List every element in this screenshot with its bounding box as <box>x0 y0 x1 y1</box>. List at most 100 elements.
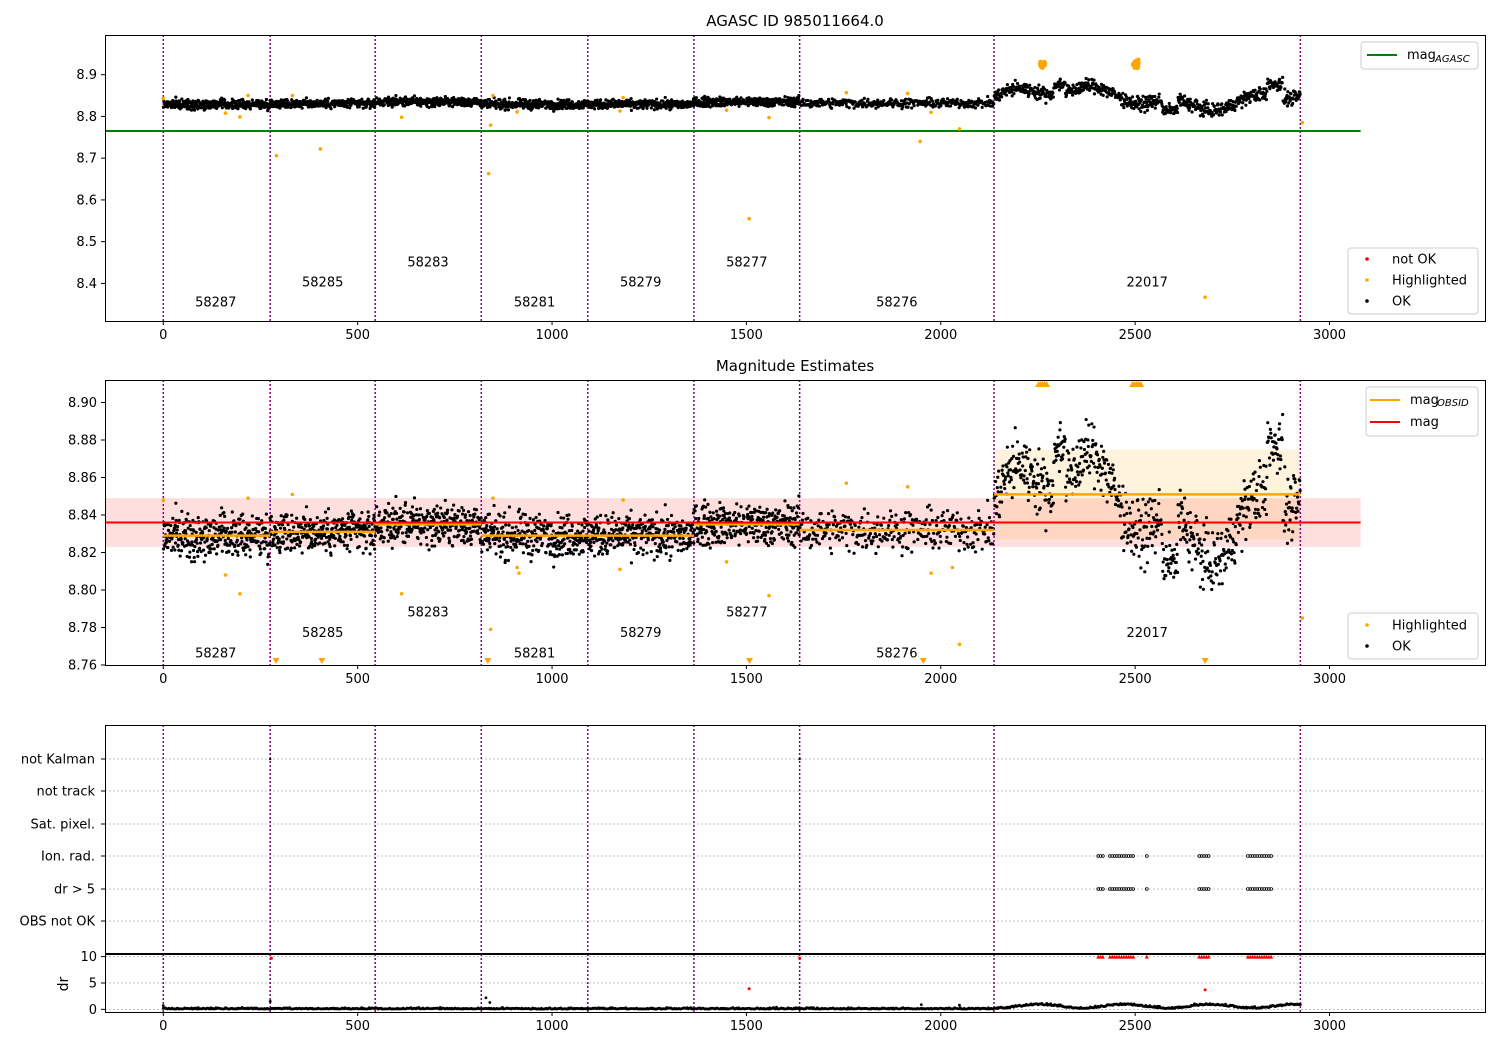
estimates-ok-point <box>445 518 449 522</box>
estimates-ok-point <box>245 538 249 542</box>
agasc-ok-point <box>1000 95 1004 99</box>
estimates-ok-point <box>200 531 205 535</box>
agasc-ok-point <box>1286 90 1290 94</box>
agasc-ok-point <box>349 103 353 107</box>
agasc-obsid-label: 58277 <box>726 255 767 270</box>
agasc-ok-point <box>876 98 880 102</box>
estimates-ok-point <box>341 540 345 544</box>
estimates-ok-point <box>438 537 442 541</box>
estimates-ok-point <box>275 546 279 550</box>
estimates-ok-point <box>632 547 636 552</box>
estimates-ok-point <box>330 526 334 531</box>
estimates-ok-point <box>528 516 532 521</box>
estimates-ok-point <box>514 545 519 549</box>
estimates-ok-point <box>267 552 271 556</box>
agasc-ok-point <box>427 105 431 110</box>
agasc-ok-point <box>817 104 822 108</box>
agasc-ok-point <box>220 106 224 110</box>
estimates-ok-point <box>175 528 179 532</box>
estimates-ok-point <box>266 562 270 566</box>
estimates-ok-point <box>750 517 755 522</box>
estimates-ok-point <box>737 543 741 547</box>
estimates-ok-point <box>442 534 446 538</box>
estimates-ok-point <box>527 544 531 548</box>
estimates-ok-point <box>183 537 187 541</box>
agasc-highlighted-point <box>724 108 729 112</box>
estimates-ok-point <box>765 507 769 511</box>
agasc-ok-point <box>1143 110 1147 114</box>
estimates-ok-point <box>420 513 424 517</box>
agasc-legend-upper: mag AGASC <box>1360 41 1479 70</box>
estimates-ok-point <box>552 565 556 569</box>
estimates-ok-point <box>192 555 196 560</box>
estimates-ok-point <box>639 546 643 550</box>
estimates-ok-point <box>474 508 479 512</box>
estimates-ok-point <box>455 514 460 518</box>
agasc-legend-swatch <box>1365 257 1369 261</box>
estimates-ok-point <box>772 538 776 542</box>
estimates-ok-point <box>582 539 586 543</box>
estimates-ok-point <box>373 547 377 551</box>
estimates-ok-point <box>742 515 746 519</box>
agasc-ok-point <box>315 98 319 102</box>
estimates-ok-point <box>692 541 696 545</box>
agasc-ok-point <box>1281 75 1285 79</box>
agasc-obsid-label: 58283 <box>407 255 448 270</box>
agasc-highlighted-point <box>1038 64 1043 69</box>
estimates-ok-point <box>387 501 391 506</box>
estimates-ok-point <box>302 527 306 531</box>
agasc-ytick-label: 8.9 <box>76 68 97 83</box>
estimates-ok-point <box>531 548 535 553</box>
estimates-ok-point <box>250 514 254 518</box>
estimates-ok-point <box>611 539 615 543</box>
estimates-ok-point <box>216 543 220 547</box>
agasc-ok-point <box>1277 77 1282 82</box>
estimates-ok-point <box>663 503 667 507</box>
agasc-ok-point <box>1015 81 1020 86</box>
estimates-ok-point <box>463 513 468 517</box>
estimates-ok-point <box>763 537 767 542</box>
estimates-ok-point <box>758 505 762 509</box>
agasc-ok-point <box>797 93 801 98</box>
estimates-ok-point <box>557 544 561 548</box>
estimates-ok-point <box>451 544 455 548</box>
estimates-ok-point <box>411 517 415 521</box>
estimates-ok-point <box>372 513 376 517</box>
estimates-ok-point <box>310 539 314 544</box>
estimates-ok-point <box>718 500 722 505</box>
estimates-ok-point <box>227 550 231 554</box>
estimates-ok-point <box>624 523 628 527</box>
agasc-ok-point <box>1070 93 1075 97</box>
estimates-ok-point <box>764 525 768 529</box>
estimates-ok-point <box>203 553 208 557</box>
estimates-ok-point <box>161 547 166 551</box>
agasc-ok-point <box>1212 104 1216 108</box>
estimates-ok-point <box>192 560 197 564</box>
agasc-highlighted-point <box>246 93 250 98</box>
estimates-ok-point <box>581 550 585 554</box>
estimates-ok-point <box>750 514 754 519</box>
estimates-ok-point <box>492 525 497 529</box>
estimates-ok-point <box>307 524 312 528</box>
estimates-ok-point <box>486 528 490 533</box>
agasc-ok-point <box>1038 96 1042 100</box>
agasc-ok-point <box>973 106 978 110</box>
agasc-ok-point <box>1064 93 1069 97</box>
estimates-ok-point <box>694 516 698 521</box>
estimates-ok-point <box>636 550 640 555</box>
agasc-ok-point <box>1240 106 1244 110</box>
agasc-ok-point <box>300 106 304 110</box>
estimates-ok-point <box>542 524 546 528</box>
estimates-ok-point <box>201 548 206 552</box>
estimates-ok-point <box>610 515 614 519</box>
estimates-ok-point <box>595 515 599 519</box>
agasc-ok-point <box>1216 102 1220 106</box>
estimates-ok-point <box>643 524 647 528</box>
estimates-ok-point <box>412 496 417 500</box>
estimates-ok-point <box>436 511 440 515</box>
agasc-ok-point <box>1153 94 1157 99</box>
agasc-ok-point <box>1164 105 1168 109</box>
estimates-ok-point <box>669 554 673 558</box>
agasc-ok-point <box>930 99 934 103</box>
agasc-ok-point <box>185 107 189 111</box>
